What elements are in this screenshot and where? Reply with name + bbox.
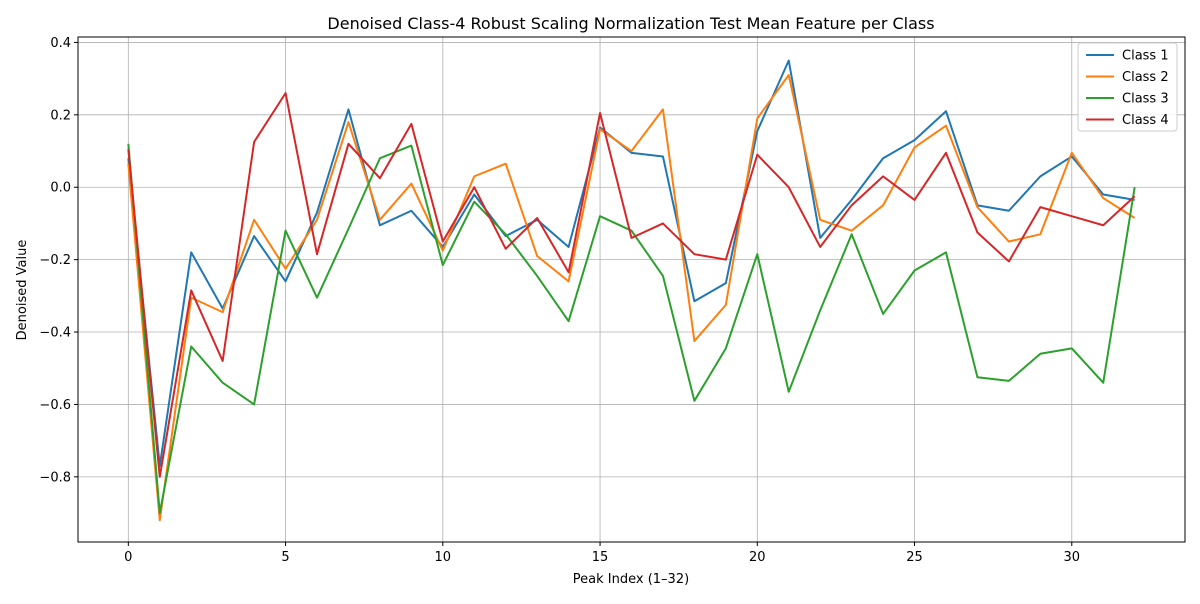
y-tick-label: 0.4 [50, 36, 71, 51]
y-tick-label: −0.6 [39, 398, 71, 413]
y-tick-label: 0.0 [50, 181, 71, 196]
x-tick-label: 5 [281, 550, 289, 565]
series-layer [127, 59, 1136, 522]
legend-label: Class 4 [1122, 113, 1169, 128]
x-tick-label: 10 [435, 550, 452, 565]
y-tick-label: −0.8 [39, 470, 71, 485]
legend: Class 1 Class 2 Class 3 Class 4 [1077, 42, 1178, 132]
y-tick-label: −0.4 [39, 326, 71, 341]
x-tick-label: 20 [749, 550, 766, 565]
legend-label: Class 1 [1122, 49, 1169, 64]
chart-title: Denoised Class-4 Robust Scaling Normaliz… [327, 14, 934, 33]
series-line-class-2 [127, 74, 1136, 522]
x-tick-label: 30 [1064, 550, 1081, 565]
grid [78, 37, 1185, 542]
legend-label: Class 3 [1122, 92, 1169, 107]
y-axis-title: Denoised Value [15, 240, 30, 341]
x-tick-label: 25 [906, 550, 923, 565]
axis-ticks: 0 5 10 15 20 25 30 0.4 0.2 0.0 −0.2 −0.4 −0.6 −0.8 [39, 36, 1080, 565]
series-line-class-4 [127, 92, 1136, 478]
y-tick-label: −0.2 [39, 253, 71, 268]
legend-label: Class 2 [1122, 70, 1169, 85]
y-tick-label: 0.2 [50, 108, 71, 123]
x-axis-title: Peak Index (1–32) [573, 572, 689, 587]
x-tick-label: 0 [124, 550, 132, 565]
series-line-class-3 [127, 143, 1136, 515]
legend-box [1077, 42, 1178, 132]
plot-area-frame [77, 36, 1186, 543]
x-tick-label: 15 [592, 550, 609, 565]
series-line-class-1 [127, 59, 1135, 467]
